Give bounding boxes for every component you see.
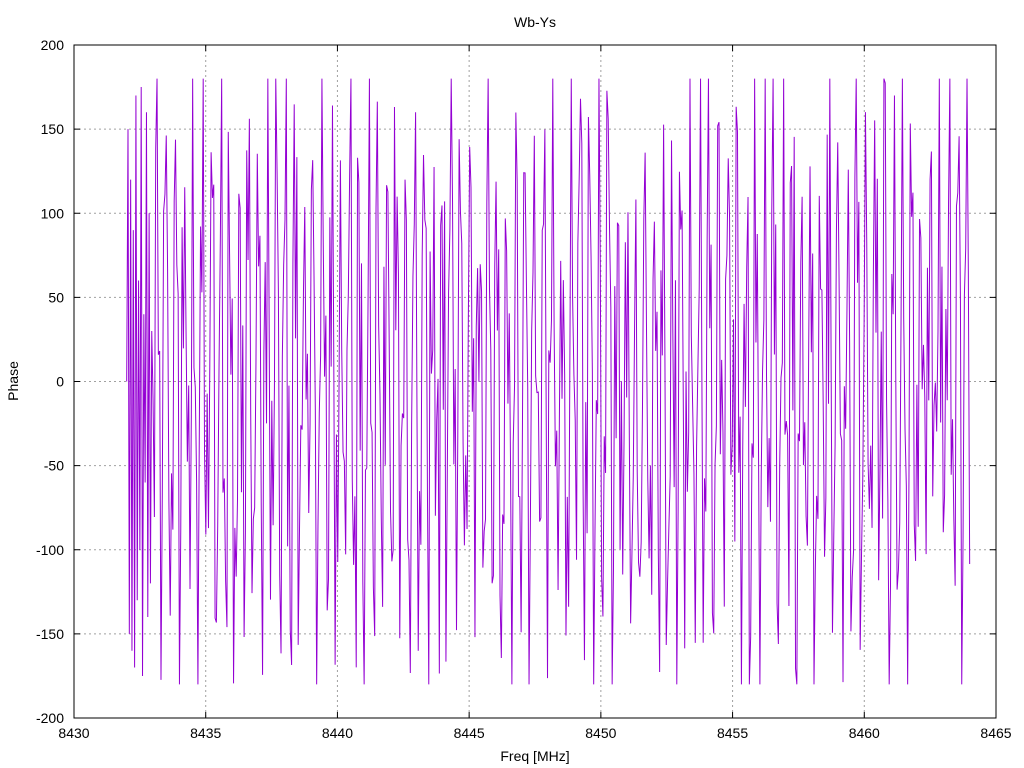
y-tick-label: 50 xyxy=(48,289,64,305)
chart-title: Wb-Ys xyxy=(514,14,556,30)
x-tick-label: 8440 xyxy=(322,725,353,741)
x-tick-label: 8445 xyxy=(454,725,485,741)
y-tick-label: -150 xyxy=(36,626,64,642)
y-tick-label: 150 xyxy=(41,121,65,137)
series-layer xyxy=(126,78,971,685)
y-tick-label: -200 xyxy=(36,710,64,726)
x-tick-label: 8430 xyxy=(58,725,89,741)
x-axis-label: Freq [MHz] xyxy=(500,748,569,764)
x-tick-label: 8460 xyxy=(849,725,880,741)
y-tick-label: 200 xyxy=(41,37,65,53)
x-tick-label: 8435 xyxy=(190,725,221,741)
axis-ticks: 8430 8435 8440 8445 8450 8455 8460 8465 -200 -150… xyxy=(36,37,1012,741)
x-tick-label: 8450 xyxy=(585,725,616,741)
y-tick-label: 0 xyxy=(56,374,64,390)
x-tick-label: 8465 xyxy=(980,725,1011,741)
y-tick-label: 100 xyxy=(41,205,65,221)
phase-series-line xyxy=(126,78,971,685)
y-tick-label: -100 xyxy=(36,542,64,558)
y-tick-label: -50 xyxy=(44,458,64,474)
x-tick-label: 8455 xyxy=(717,725,748,741)
grid-lines xyxy=(74,45,996,718)
y-axis-label: Phase xyxy=(5,361,21,401)
